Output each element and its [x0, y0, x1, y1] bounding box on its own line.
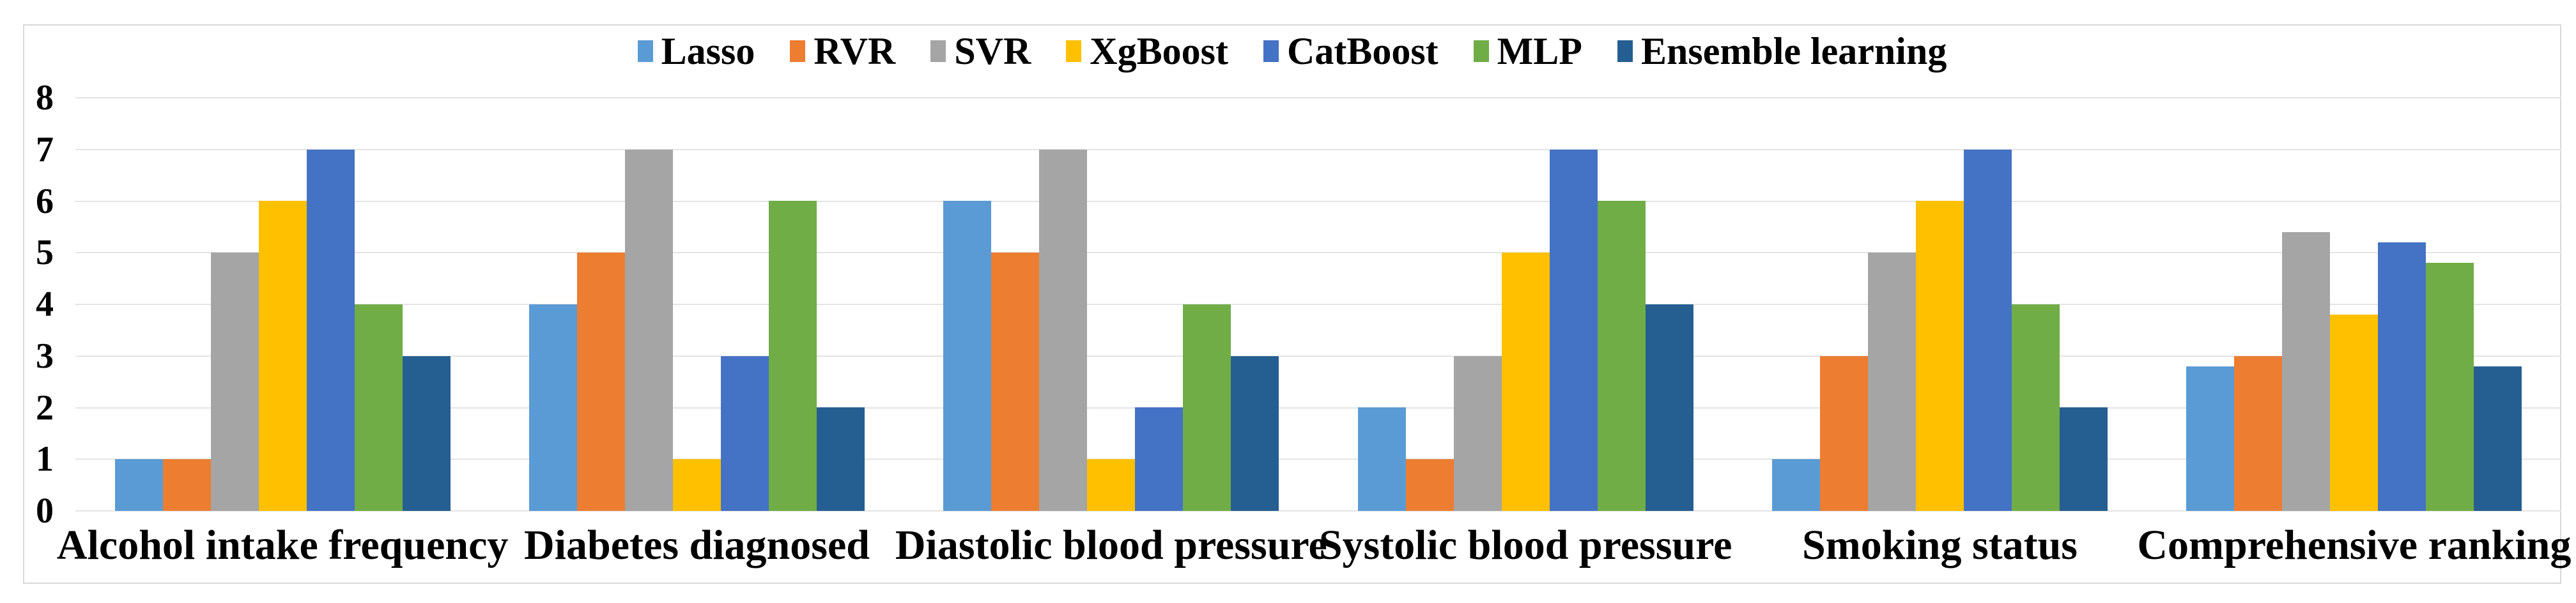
- bar-xgboost: [673, 459, 721, 511]
- gridline: [75, 148, 2561, 150]
- legend-item: XgBoost: [1066, 32, 1228, 70]
- gridline: [75, 252, 2561, 254]
- legend-swatch-icon: [1473, 40, 1489, 62]
- bar-catboost: [306, 150, 355, 511]
- bar-xgboost: [1916, 201, 1964, 511]
- y-axis-tick-label: 4: [36, 285, 54, 324]
- y-axis-tick-label: 0: [36, 491, 54, 531]
- bar-svr: [1868, 253, 1916, 511]
- bar-catboost: [2378, 242, 2426, 511]
- bar-rvr: [2234, 356, 2283, 511]
- bar-catboost: [1135, 407, 1184, 511]
- legend-label: XgBoost: [1090, 30, 1228, 72]
- bar-xgboost: [1501, 253, 1550, 511]
- bar-lasso: [2186, 366, 2235, 511]
- bar-mlp: [769, 201, 817, 511]
- bar-mlp: [2012, 304, 2060, 511]
- y-axis-tick-label: 8: [36, 78, 54, 118]
- y-axis-tick-label: 1: [36, 439, 54, 480]
- bar-ensemble-learning: [2474, 366, 2522, 511]
- bar-ensemble-learning: [817, 407, 865, 511]
- legend-label: RVR: [814, 30, 896, 72]
- category-label: Diabetes diagnosed: [524, 522, 870, 568]
- bar-svr: [1453, 356, 1502, 511]
- bar-catboost: [721, 356, 769, 511]
- gridline: [75, 510, 2561, 512]
- bar-xgboost: [2330, 315, 2379, 511]
- legend-item: SVR: [930, 32, 1031, 70]
- y-axis-tick-label: 2: [36, 388, 54, 428]
- legend-swatch-icon: [930, 40, 946, 62]
- bar-lasso: [943, 201, 992, 511]
- legend-swatch-icon: [1617, 40, 1633, 62]
- category-label: Alcohol intake frequency: [56, 522, 509, 568]
- legend-label: SVR: [954, 30, 1031, 72]
- bar-mlp: [1183, 304, 1231, 511]
- bar-rvr: [1820, 356, 1868, 511]
- legend-swatch-icon: [1066, 40, 1082, 62]
- bar-ensemble-learning: [402, 356, 451, 511]
- bar-ensemble-learning: [1231, 356, 1279, 511]
- bar-group: [2186, 232, 2522, 511]
- bar-mlp: [2426, 263, 2474, 511]
- legend-swatch-icon: [790, 40, 806, 62]
- legend-item: RVR: [790, 32, 895, 70]
- category-label: Comprehensive ranking: [2137, 522, 2572, 568]
- legend-item: Ensemble learning: [1617, 32, 1947, 70]
- y-axis-tick-label: 6: [36, 181, 54, 221]
- bar-xgboost: [258, 201, 307, 511]
- legend-label: MLP: [1497, 30, 1582, 72]
- bar-svr: [2282, 232, 2331, 511]
- gridline: [75, 200, 2561, 202]
- legend: Lasso RVR SVR XgBoost CatBoost MLP Ensemble le…: [23, 27, 2561, 75]
- bar-ensemble-learning: [2060, 407, 2108, 511]
- bar-lasso: [529, 304, 577, 511]
- legend-item: CatBoost: [1263, 32, 1438, 70]
- gridline: [75, 355, 2561, 357]
- bar-svr: [1039, 150, 1088, 511]
- legend-item: Lasso: [637, 30, 755, 72]
- bar-ensemble-learning: [1645, 304, 1693, 511]
- bar-lasso: [114, 459, 163, 511]
- bar-catboost: [1964, 150, 2012, 511]
- bar-group: [1357, 150, 1693, 511]
- gridline: [75, 97, 2561, 98]
- bar-mlp: [1597, 201, 1646, 511]
- bar-svr: [625, 150, 673, 511]
- y-axis-tick-label: 7: [36, 129, 54, 169]
- bar-svr: [210, 253, 259, 511]
- gridline: [75, 304, 2561, 305]
- bar-group: [1772, 150, 2108, 511]
- gridline: [75, 458, 2561, 460]
- bar-rvr: [577, 253, 625, 511]
- legend-label: CatBoost: [1286, 30, 1438, 72]
- bar-group: [943, 150, 1279, 511]
- bar-group: [529, 150, 865, 511]
- bar-rvr: [162, 459, 211, 511]
- category-label: Systolic blood pressure: [1318, 522, 1732, 568]
- bar-group: [114, 150, 451, 511]
- bar-lasso: [1357, 407, 1406, 511]
- category-label: Diastolic blood pressure: [895, 522, 1327, 568]
- category-label: Smoking status: [1802, 522, 2078, 568]
- bar-lasso: [1772, 459, 1820, 511]
- legend-label: Lasso: [661, 30, 755, 72]
- bar-rvr: [991, 253, 1040, 511]
- bar-catboost: [1549, 150, 1598, 511]
- legend-item: MLP: [1473, 30, 1582, 72]
- y-axis-tick-label: 3: [36, 336, 54, 376]
- y-axis-tick-label: 5: [36, 233, 54, 273]
- bar-mlp: [354, 304, 403, 511]
- legend-swatch-icon: [637, 40, 653, 62]
- legend-label: Ensemble learning: [1640, 30, 1947, 72]
- legend-swatch-icon: [1263, 40, 1279, 62]
- bar-rvr: [1405, 459, 1454, 511]
- bar-xgboost: [1087, 459, 1136, 511]
- gridline: [75, 407, 2561, 409]
- plot-area: [75, 97, 2561, 512]
